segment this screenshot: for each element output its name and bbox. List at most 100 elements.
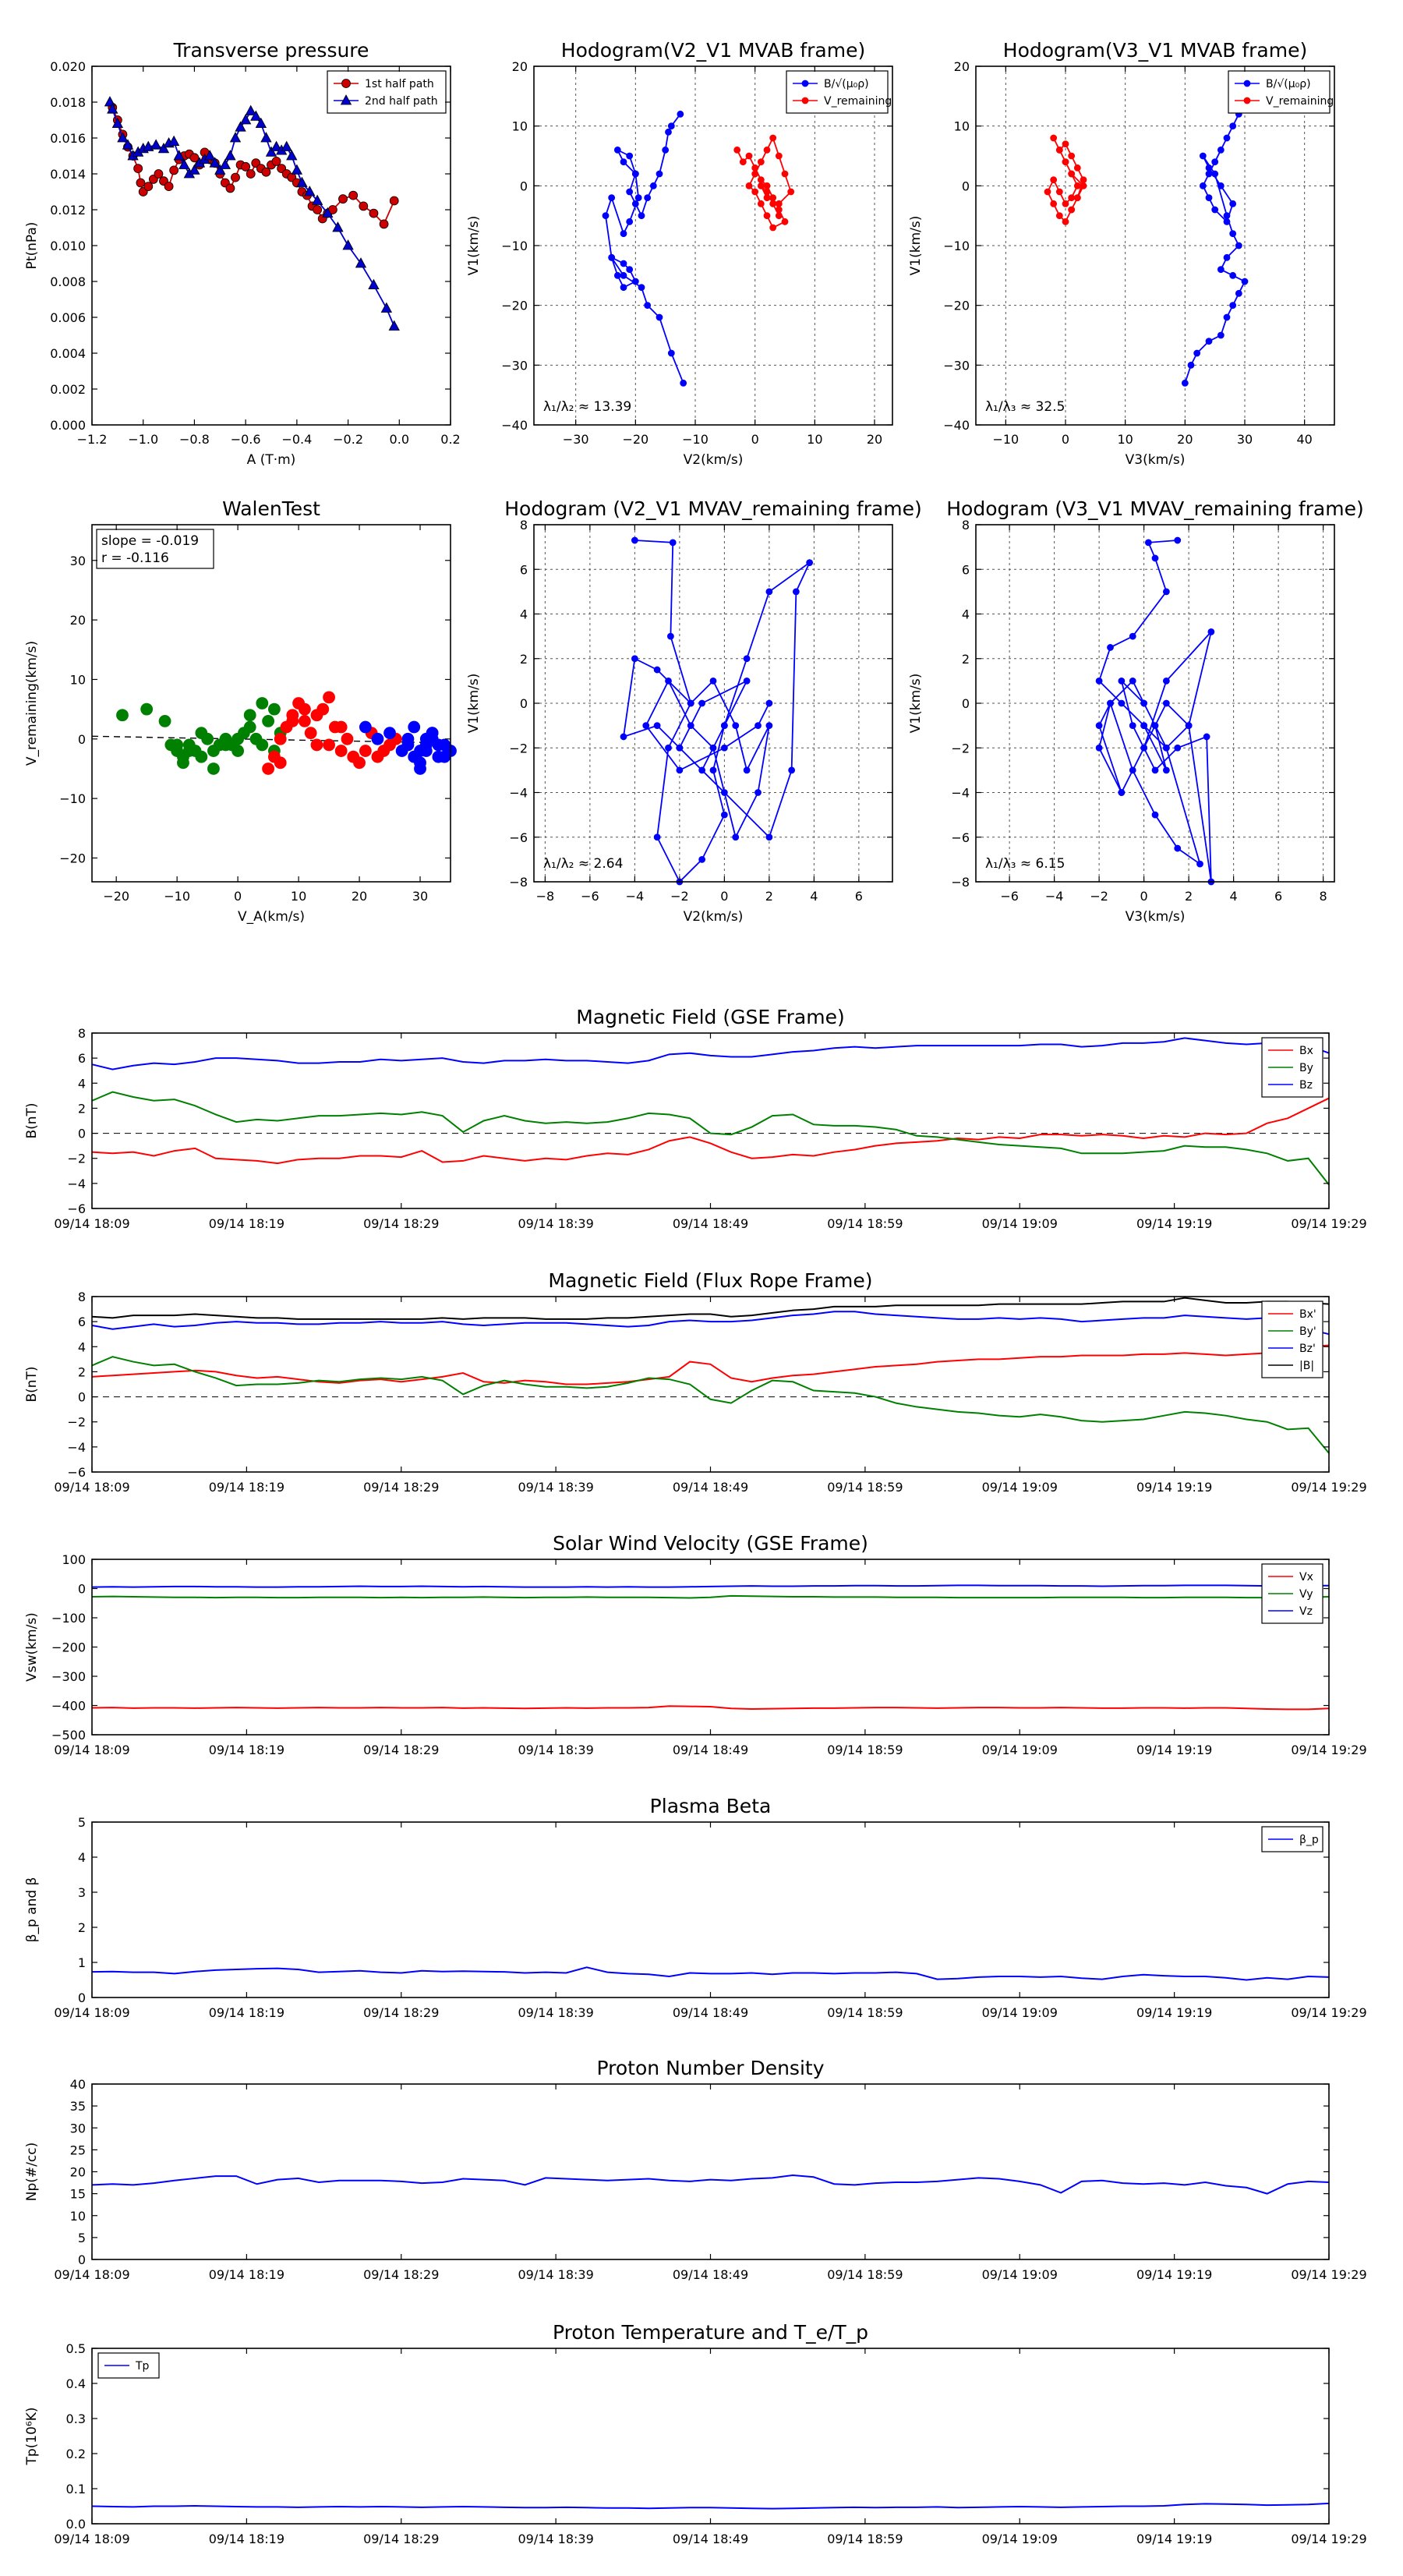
data-point [338, 194, 348, 204]
time-tick-label: 09/14 18:59 [827, 1743, 903, 1757]
data-point [765, 833, 773, 841]
y-tick-label: 6 [78, 1315, 86, 1329]
x-tick-label: 10 [1117, 432, 1133, 447]
data-point-triangle [178, 158, 190, 169]
time-tick-label: 09/14 19:19 [1136, 2267, 1212, 2282]
data-point [644, 302, 652, 310]
x-tick-label: 2 [1185, 889, 1193, 904]
data-point [1151, 766, 1159, 774]
data-point [133, 164, 143, 174]
data-point [743, 655, 751, 663]
x-tick-label: −0.4 [281, 432, 312, 447]
x-tick-label: −20 [622, 432, 648, 447]
chart-hodogram-v3v1-mvab: Hodogram(V3_V1 MVAB frame) λ₁/λ₃ ≈ 32.5 B/… [908, 39, 1335, 468]
time-tick-label: 09/14 18:19 [209, 2267, 284, 2282]
legend: Bx' By' Bz' |B| [1261, 1300, 1323, 1378]
data-point [1217, 182, 1225, 189]
data-point [1055, 212, 1063, 220]
data-point [765, 699, 773, 707]
data-point [720, 811, 728, 819]
x-tick-label: −0.6 [231, 432, 261, 447]
data-point [665, 744, 672, 752]
data-point [757, 182, 765, 189]
time-tick-label: 09/14 18:19 [209, 2532, 284, 2546]
data-point [653, 666, 661, 674]
time-tick-label: 09/14 18:59 [827, 2005, 903, 2020]
series-line [91, 1091, 1330, 1186]
data-point [116, 709, 129, 722]
x-tick-label: 20 [1177, 432, 1193, 447]
data-point [745, 182, 753, 189]
time-tick-label: 09/14 18:09 [54, 1480, 129, 1495]
data-point-triangle [150, 139, 162, 150]
legend-label: B/√(μ₀ρ) [824, 78, 869, 90]
chart-title: Hodogram(V3_V1 MVAB frame) [1003, 39, 1307, 62]
time-tick-label: 09/14 18:59 [827, 2267, 903, 2282]
data-point [1129, 677, 1136, 685]
x-tick-label: 10 [291, 889, 306, 904]
data-point [631, 170, 639, 178]
data-point [656, 170, 663, 178]
plot-frame [91, 2083, 1330, 2260]
y-tick-label: 30 [70, 554, 86, 568]
y-tick-label: 30 [70, 2121, 86, 2135]
y-tick-label: 1 [78, 1955, 86, 1970]
data-point [1162, 699, 1170, 707]
plot-frame [91, 1821, 1330, 1998]
time-tick-label: 09/14 19:09 [982, 1743, 1058, 1757]
data-point [720, 789, 728, 796]
time-tick-label: 09/14 18:29 [363, 2267, 439, 2282]
data-point-triangle [214, 164, 226, 175]
time-tick-label: 09/14 18:29 [363, 1216, 439, 1231]
data-point [763, 182, 771, 189]
data-point [304, 727, 317, 740]
data-point [745, 152, 753, 160]
time-tick-label: 09/14 18:49 [673, 2005, 748, 2020]
eigenvalue-ratio: λ₁/λ₂ ≈ 13.39 [543, 399, 631, 415]
data-point [1235, 289, 1242, 297]
time-tick-label: 09/14 19:19 [1136, 1216, 1212, 1231]
data-point [669, 539, 677, 547]
x-tick-label: −20 [103, 889, 129, 904]
data-point [1193, 349, 1201, 357]
data-point [414, 763, 426, 775]
y-tick-label: 0 [962, 696, 970, 711]
data-point-triangle [250, 110, 262, 121]
data-point [389, 196, 399, 206]
data-point [698, 855, 706, 863]
data-point [739, 158, 747, 166]
y-tick-label: 5 [78, 2231, 86, 2245]
y-tick-label: 6 [520, 562, 528, 577]
stats-text: r = -0.116 [101, 550, 169, 566]
data-point [769, 194, 777, 202]
data-point [732, 722, 740, 730]
data-point [620, 271, 627, 279]
data-point [743, 677, 751, 685]
y-axis-label: Np(#/cc) [24, 2143, 40, 2201]
data-point [298, 715, 311, 727]
data-point [371, 732, 384, 745]
time-tick-label: 09/14 19:09 [982, 1480, 1058, 1495]
chart-title: Proton Temperature and T_e/T_p [553, 2321, 868, 2344]
data-point [1055, 146, 1063, 154]
time-tick-label: 09/14 18:09 [54, 1216, 129, 1231]
data-point [631, 278, 639, 285]
series-line [91, 1356, 1330, 1454]
legend-label: 2nd half path [365, 95, 438, 108]
data-point-triangle [270, 140, 282, 151]
y-tick-label: 0.1 [66, 2482, 86, 2496]
legend-label: B/√(μ₀ρ) [1266, 78, 1311, 90]
data-point [246, 169, 256, 179]
y-tick-label: 0 [78, 2252, 86, 2267]
data-point [426, 727, 439, 740]
y-tick-label: 0 [962, 179, 970, 193]
data-point [792, 588, 800, 596]
y-axis-label: β_p and β [24, 1877, 40, 1943]
data-point [334, 720, 348, 734]
x-axis-label: V3(km/s) [1126, 452, 1186, 468]
data-point [1229, 122, 1237, 130]
data-point [687, 722, 694, 730]
series-line [622, 540, 811, 883]
time-tick-label: 09/14 18:49 [673, 2267, 748, 2282]
